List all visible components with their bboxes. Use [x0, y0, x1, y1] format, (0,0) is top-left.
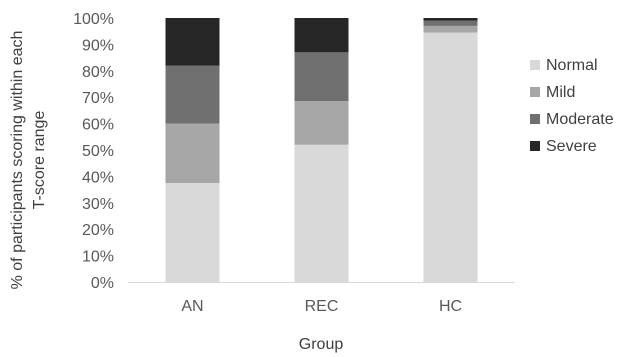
bar-segment-severe-an — [165, 18, 220, 66]
bar-segment-moderate-rec — [294, 52, 349, 102]
bar-segment-normal-rec — [294, 144, 349, 282]
y-tick-label: 20% — [82, 222, 114, 239]
legend: Normal Mild Moderate Severe — [530, 57, 614, 155]
bar-segment-mild-an — [165, 123, 220, 183]
x-axis-ticks: AN REC HC — [181, 298, 462, 315]
bars — [165, 18, 478, 282]
bar-segment-severe-hc — [423, 18, 478, 21]
y-tick-label: 0% — [91, 275, 114, 292]
y-tick-label: 100% — [73, 11, 114, 28]
y-axis-ticks: 0% 10% 20% 30% 40% 50% 60% 70% 80% 90% 100% — [73, 11, 114, 292]
bar-segment-mild-hc — [423, 25, 478, 33]
y-axis-title-line-1: % of participants scoring within each — [9, 31, 26, 290]
legend-label-mild: Mild — [546, 84, 575, 101]
legend-label-severe: Severe — [546, 138, 597, 155]
x-tick-label: HC — [439, 298, 462, 315]
y-tick-label: 30% — [82, 196, 114, 213]
legend-swatch-moderate — [530, 114, 540, 124]
legend-swatch-mild — [530, 87, 540, 97]
bar-segment-severe-rec — [294, 18, 349, 53]
x-axis-title: Group — [299, 336, 344, 353]
legend-label-normal: Normal — [546, 57, 598, 74]
legend-swatch-severe — [530, 141, 540, 151]
y-tick-label: 10% — [82, 249, 114, 266]
y-tick-label: 70% — [82, 90, 114, 107]
bar-segment-moderate-an — [165, 65, 220, 124]
x-tick-label: REC — [305, 298, 339, 315]
y-tick-label: 60% — [82, 117, 114, 134]
bar-segment-moderate-hc — [423, 20, 478, 26]
bar-segment-normal-hc — [423, 32, 478, 282]
bar-segment-mild-rec — [294, 101, 349, 145]
y-tick-label: 40% — [82, 169, 114, 186]
legend-swatch-normal — [530, 60, 540, 70]
y-tick-label: 90% — [82, 37, 114, 54]
x-tick-label: AN — [181, 298, 203, 315]
y-axis-title-line-2: T-score range — [31, 111, 48, 210]
y-tick-label: 50% — [82, 143, 114, 160]
y-tick-label: 80% — [82, 64, 114, 81]
legend-label-moderate: Moderate — [546, 111, 614, 128]
bar-segment-normal-an — [165, 183, 220, 282]
